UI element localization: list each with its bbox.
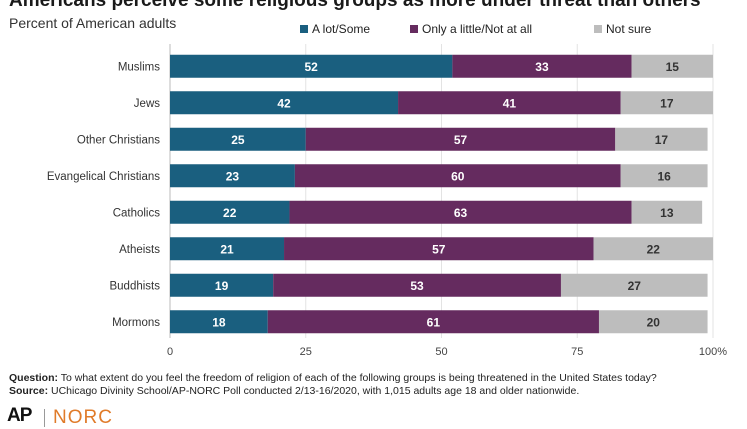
bar-segment bbox=[273, 273, 561, 297]
bar-segment bbox=[170, 200, 290, 224]
x-tick-label: 0 bbox=[167, 346, 173, 358]
source-text: UChicago Divinity School/AP-NORC Poll co… bbox=[48, 385, 580, 397]
x-tick-label: 75 bbox=[571, 346, 583, 358]
bar-segment bbox=[615, 127, 708, 151]
legend-item: Not sure bbox=[594, 22, 651, 36]
data-label: 63 bbox=[454, 206, 468, 220]
category-label: Atheists bbox=[119, 244, 160, 256]
bar-segment bbox=[593, 237, 713, 261]
bar-segment bbox=[620, 164, 708, 188]
category-label: Mormons bbox=[112, 317, 160, 329]
data-label: 25 bbox=[231, 133, 245, 147]
bar-segment bbox=[398, 91, 621, 115]
legend-label: Only a little/Not at all bbox=[422, 22, 533, 36]
bar-segment bbox=[170, 237, 285, 261]
data-label: 60 bbox=[451, 169, 465, 183]
legend-swatch bbox=[300, 25, 308, 33]
category-label: Evangelical Christians bbox=[47, 171, 160, 183]
ap-logo: AP bbox=[7, 405, 32, 426]
bar-segment bbox=[289, 200, 632, 224]
data-label: 22 bbox=[223, 206, 237, 220]
data-label: 16 bbox=[657, 169, 671, 183]
data-label: 53 bbox=[410, 279, 424, 293]
bar-segment bbox=[452, 54, 632, 78]
bar-segment bbox=[294, 164, 621, 188]
chart-subtitle: Percent of American adults bbox=[9, 15, 177, 31]
source-label: Source: bbox=[9, 385, 49, 397]
x-tick-label: 100% bbox=[699, 346, 727, 358]
category-label: Buddhists bbox=[109, 280, 160, 292]
data-label: 57 bbox=[432, 242, 446, 256]
data-label: 13 bbox=[660, 206, 674, 220]
category-label: Muslims bbox=[118, 61, 160, 73]
data-label: 15 bbox=[666, 60, 680, 74]
legend-label: Not sure bbox=[606, 22, 652, 36]
footnote-source: Source: UChicago Divinity School/AP-NORC… bbox=[9, 385, 579, 397]
bar-segment bbox=[170, 164, 295, 188]
bar-segment bbox=[170, 310, 268, 334]
bar-segment bbox=[267, 310, 599, 334]
footnote-question: Question: To what extent do you feel the… bbox=[9, 372, 657, 384]
data-label: 22 bbox=[647, 242, 661, 256]
data-label: 52 bbox=[305, 60, 319, 74]
data-label: 23 bbox=[226, 169, 240, 183]
legend-swatch bbox=[594, 25, 602, 33]
chart-title: Americans perceive some religious groups… bbox=[9, 0, 701, 11]
data-label: 27 bbox=[628, 279, 642, 293]
logo-divider bbox=[44, 409, 45, 427]
category-label: Catholics bbox=[113, 207, 161, 219]
data-label: 17 bbox=[660, 96, 674, 110]
data-label: 18 bbox=[212, 315, 226, 329]
bar-segment bbox=[170, 91, 399, 115]
data-label: 20 bbox=[647, 315, 661, 329]
question-text: To what extent do you feel the freedom o… bbox=[58, 372, 657, 384]
data-label: 17 bbox=[655, 133, 669, 147]
data-label: 57 bbox=[454, 133, 468, 147]
data-label: 41 bbox=[503, 96, 517, 110]
data-label: 19 bbox=[215, 279, 229, 293]
legend-item: Only a little/Not at all bbox=[410, 22, 532, 36]
bar-segment bbox=[631, 54, 713, 78]
bar-segment bbox=[305, 127, 616, 151]
bar-segment bbox=[170, 54, 453, 78]
bar-segment bbox=[598, 310, 708, 334]
data-label: 33 bbox=[535, 60, 549, 74]
norc-logo: NORC bbox=[53, 407, 113, 428]
legend-swatch bbox=[410, 25, 418, 33]
data-label: 61 bbox=[427, 315, 441, 329]
bar-segment bbox=[620, 91, 713, 115]
legend-label: A lot/Some bbox=[312, 22, 371, 36]
data-label: 21 bbox=[220, 242, 234, 256]
legend-item: A lot/Some bbox=[300, 22, 370, 36]
stacked-bar-chart: 0 25 50 75 100% Muslims 52 33 15 Jews 42 41 17 Other … bbox=[47, 44, 727, 358]
question-label: Question: bbox=[9, 372, 58, 384]
data-label: 42 bbox=[277, 96, 291, 110]
bar-segment bbox=[170, 273, 274, 297]
x-tick-label: 25 bbox=[300, 346, 312, 358]
category-label: Other Christians bbox=[77, 134, 160, 146]
bar-segment bbox=[170, 127, 306, 151]
x-tick-label: 50 bbox=[435, 346, 447, 358]
bar-segment bbox=[560, 273, 708, 297]
category-label: Jews bbox=[134, 98, 160, 110]
bar-segment bbox=[631, 200, 703, 224]
bar-segment bbox=[284, 237, 594, 261]
